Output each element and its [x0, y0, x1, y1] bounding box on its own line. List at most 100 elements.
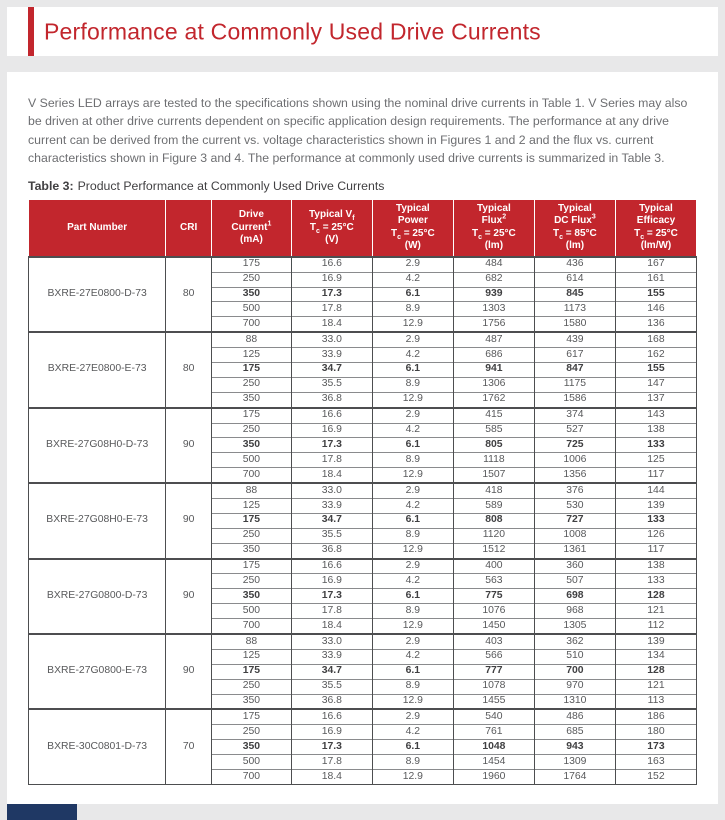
value-cell: 16.9 — [290, 724, 373, 740]
part-number-cell: BXRE-27G08H0-E-73 — [27, 482, 167, 559]
value-cell: 133 — [614, 573, 698, 589]
value-cell: 1309 — [533, 754, 616, 770]
table-row: 125 33.9 4.2 566 510 134 — [29, 648, 698, 665]
value-cell: 17.8 — [290, 301, 373, 317]
value-cell: 350 — [210, 286, 292, 302]
value-cell: 18.4 — [290, 467, 373, 484]
value-cell: 88 — [210, 632, 292, 650]
value-cell: 16.9 — [290, 422, 373, 438]
value-cell: 36.8 — [290, 693, 373, 710]
value-cell: 125 — [210, 498, 292, 514]
table-row: 350 36.8 12.9 1762 1586 137 — [29, 391, 698, 408]
value-cell: 16.9 — [290, 573, 373, 589]
value-cell: 808 — [452, 512, 535, 529]
value-cell: 700 — [210, 316, 292, 333]
value-cell: 486 — [533, 708, 616, 725]
value-cell: 175 — [210, 663, 292, 680]
value-cell: 125 — [614, 452, 698, 468]
value-cell: 540 — [452, 708, 535, 725]
table-row: 700 18.4 12.9 1450 1305 112 — [29, 618, 698, 635]
value-cell: 17.3 — [290, 739, 373, 755]
value-cell: 1008 — [533, 527, 616, 544]
value-cell: 125 — [210, 347, 292, 363]
cri-cell: 90 — [165, 482, 212, 559]
value-cell: 1310 — [533, 693, 616, 710]
value-cell: 33.0 — [290, 632, 373, 650]
value-cell: 1118 — [452, 452, 535, 468]
table-row: 250 35.5 8.9 1306 1175 147 — [29, 376, 698, 393]
value-cell: 350 — [210, 588, 292, 604]
value-cell: 6.1 — [371, 437, 454, 453]
value-cell: 1580 — [533, 316, 616, 333]
value-cell: 250 — [210, 271, 292, 288]
value-cell: 436 — [533, 255, 616, 273]
value-cell: 175 — [210, 512, 292, 529]
value-cell: 487 — [452, 331, 535, 348]
value-cell: 12.9 — [371, 316, 454, 333]
table-row: 700 18.4 12.9 1507 1356 117 — [29, 467, 698, 484]
col-header-typical-power: Typical Power Tc = 25°C (W) — [371, 198, 454, 257]
value-cell: 143 — [614, 406, 698, 424]
table-row: 250 35.5 8.9 1078 970 121 — [29, 678, 698, 695]
value-cell: 484 — [452, 255, 535, 273]
value-cell: 8.9 — [371, 452, 454, 468]
value-cell: 136 — [614, 316, 698, 333]
value-cell: 16.6 — [290, 255, 373, 273]
value-cell: 2.9 — [371, 708, 454, 725]
value-cell: 175 — [210, 708, 292, 725]
value-cell: 2.9 — [371, 331, 454, 348]
value-cell: 33.0 — [290, 482, 373, 499]
part-number-cell: BXRE-27G0800-E-73 — [27, 633, 167, 710]
table-row: 175 34.7 6.1 941 847 155 — [29, 361, 698, 378]
table-head: Part Number CRI Drive Current1 (mA) Typical V… — [27, 198, 698, 257]
value-cell: 941 — [452, 361, 535, 378]
value-cell: 614 — [533, 271, 616, 288]
value-cell: 133 — [614, 512, 698, 529]
value-cell: 18.4 — [290, 316, 373, 333]
value-cell: 1361 — [533, 542, 616, 559]
value-cell: 6.1 — [371, 512, 454, 529]
part-number-cell: BXRE-27E0800-D-73 — [27, 255, 167, 333]
value-cell: 4.2 — [371, 498, 454, 514]
value-cell: 88 — [210, 331, 292, 348]
table-caption-text: Product Performance at Commonly Used Dri… — [77, 178, 385, 193]
value-cell: 360 — [533, 557, 616, 574]
value-cell: 36.8 — [290, 391, 373, 408]
value-cell: 33.9 — [290, 498, 373, 514]
value-cell: 845 — [533, 286, 616, 302]
table-row: BXRE-27G0800-D-73 90 175 16.6 2.9 400 360 138 — [27, 557, 698, 635]
value-cell: 12.9 — [371, 693, 454, 710]
value-cell: 17.8 — [290, 603, 373, 619]
value-cell: 180 — [614, 724, 698, 740]
value-cell: 400 — [452, 557, 535, 574]
value-cell: 167 — [614, 255, 698, 273]
value-cell: 350 — [210, 437, 292, 453]
value-cell: 8.9 — [371, 301, 454, 317]
value-cell: 139 — [614, 498, 698, 514]
table-row: BXRE-27E0800-D-73 80 175 16.6 2.9 484 436 167 — [27, 255, 698, 333]
value-cell: 250 — [210, 724, 292, 740]
table-row: 500 17.8 8.9 1076 968 121 — [29, 603, 698, 619]
value-cell: 727 — [533, 512, 616, 529]
value-cell: 439 — [533, 331, 616, 348]
value-cell: 6.1 — [371, 286, 454, 302]
value-cell: 566 — [452, 648, 535, 665]
table-row: 700 18.4 12.9 1960 1764 152 — [29, 769, 698, 785]
table-row: 350 17.3 6.1 775 698 128 — [29, 588, 698, 604]
value-cell: 1450 — [452, 618, 535, 635]
value-cell: 698 — [533, 588, 616, 604]
table-row: BXRE-30C0801-D-73 70 175 16.6 2.9 540 486 186 — [27, 708, 698, 785]
col-header-typical-dc-flux: Typical DC Flux3 Tc = 85°C (lm) — [533, 198, 616, 257]
table-row: BXRE-27G0800-E-73 90 88 33.0 2.9 403 362 139 — [27, 632, 698, 710]
value-cell: 146 — [614, 301, 698, 317]
value-cell: 2.9 — [371, 632, 454, 650]
footer-accent — [7, 804, 77, 820]
value-cell: 1048 — [452, 739, 535, 755]
value-cell: 2.9 — [371, 406, 454, 424]
value-cell: 133 — [614, 437, 698, 453]
value-cell: 700 — [210, 769, 292, 785]
value-cell: 2.9 — [371, 482, 454, 499]
value-cell: 415 — [452, 406, 535, 424]
value-cell: 152 — [614, 769, 698, 785]
value-cell: 617 — [533, 347, 616, 363]
